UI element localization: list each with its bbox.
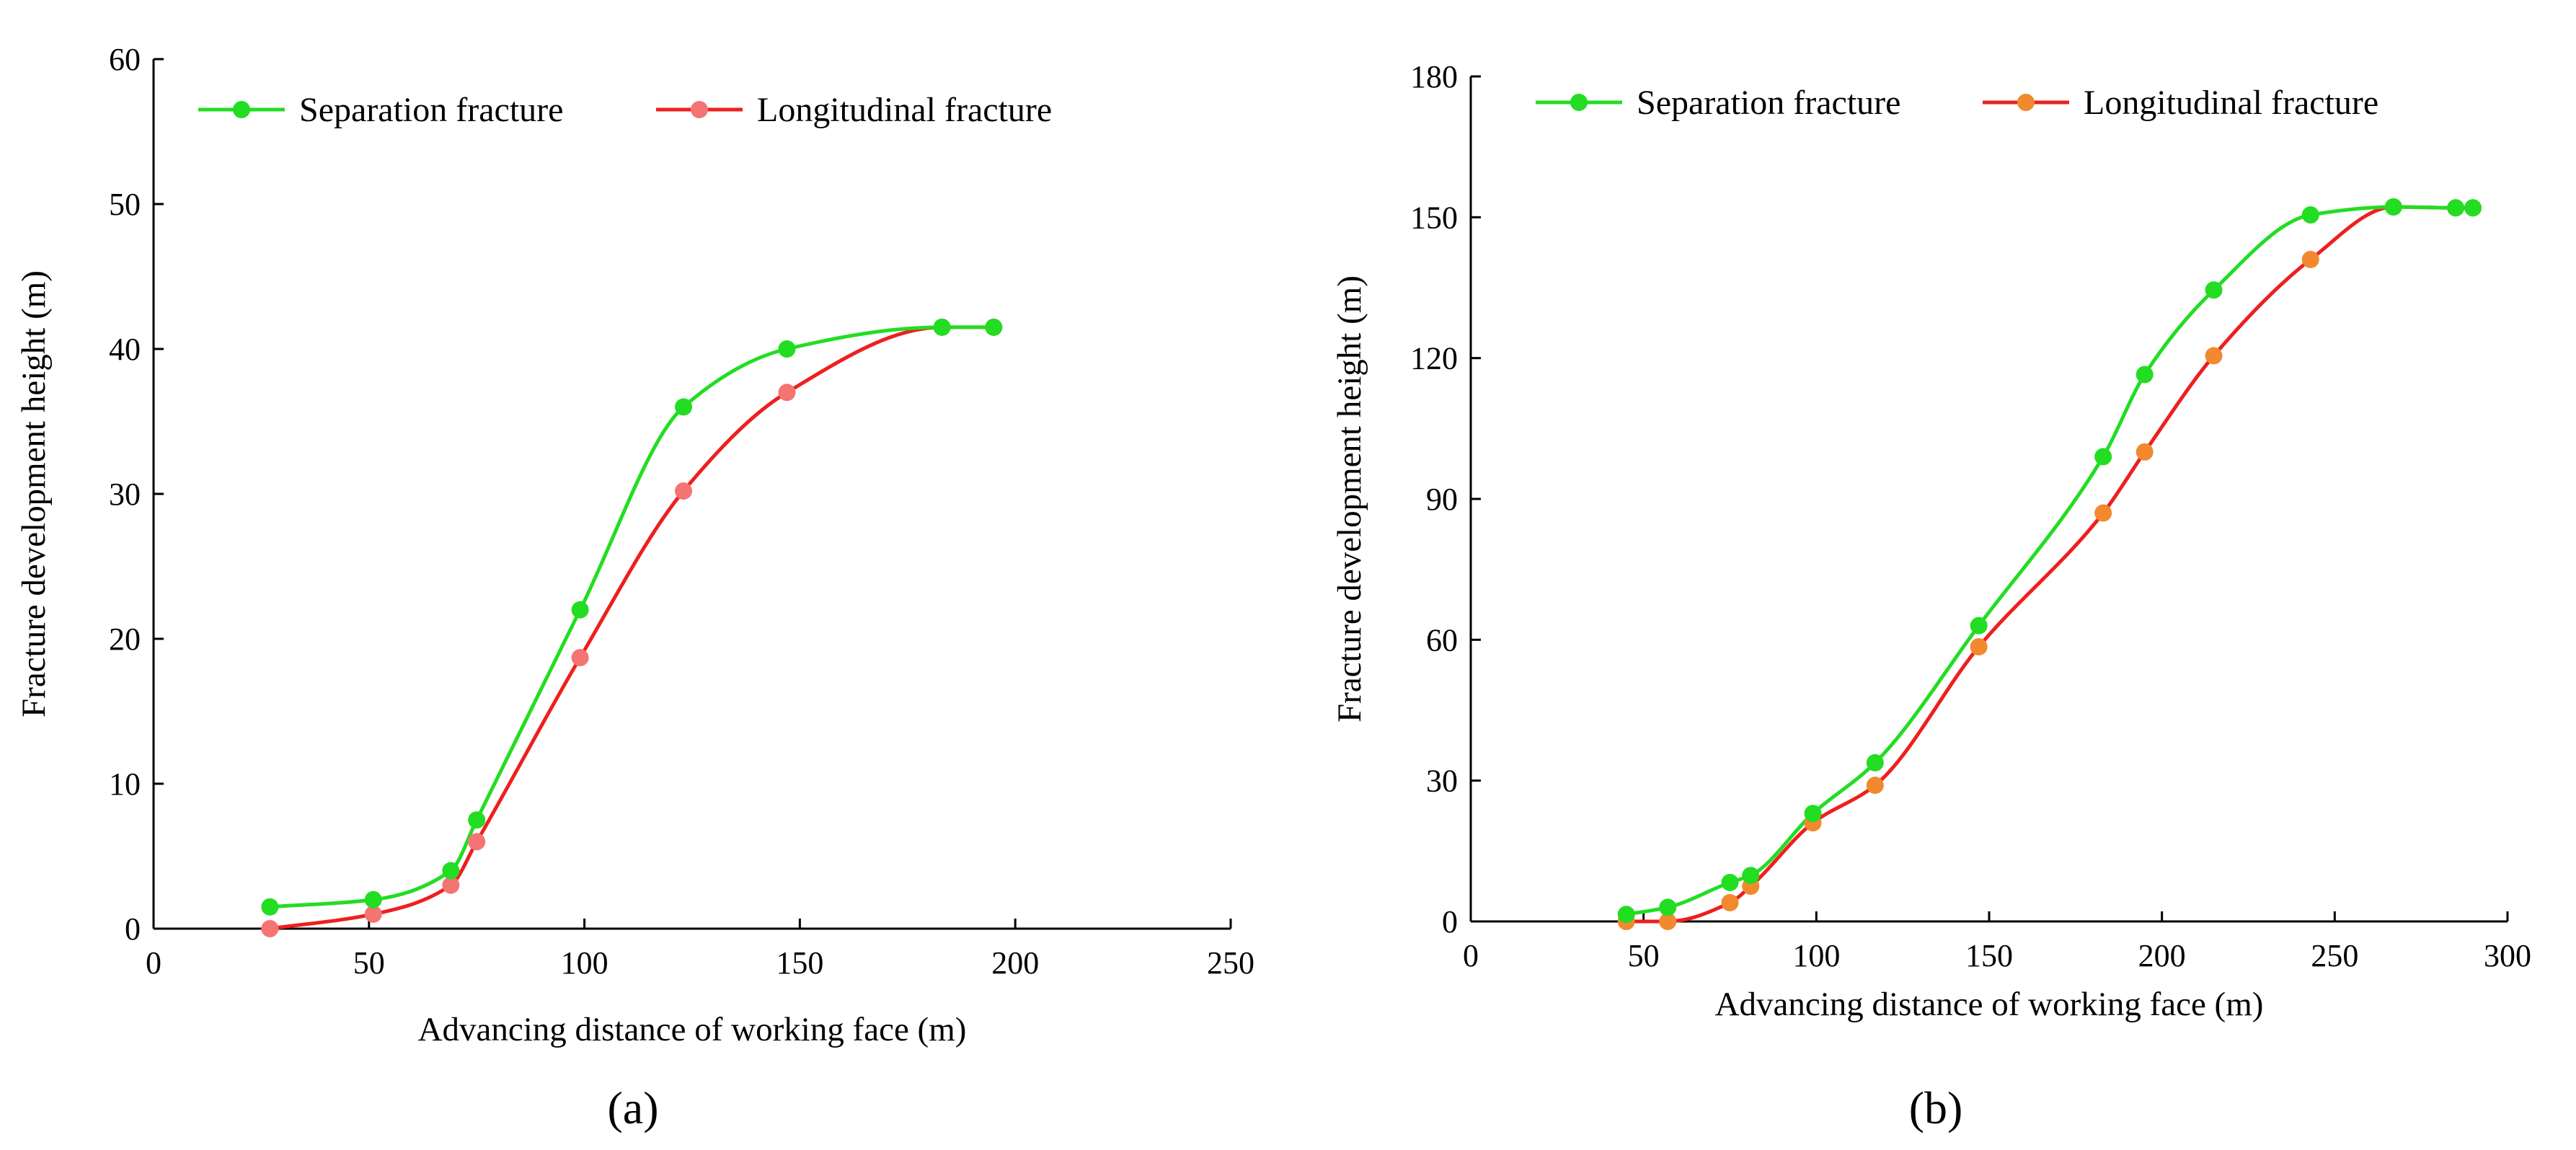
data-point-b-longitudinal-8 xyxy=(2135,443,2154,461)
data-point-a-separation-2 xyxy=(442,862,460,880)
y-tick-label-b: 30 xyxy=(1426,764,1458,799)
x-tick-label-b: 100 xyxy=(1792,938,1840,973)
y-tick-label-a: 10 xyxy=(109,766,141,802)
series-line-a-separation xyxy=(267,325,996,909)
data-point-a-separation-0 xyxy=(261,898,279,916)
data-point-b-longitudinal-1 xyxy=(1659,913,1677,930)
series-line-b-separation xyxy=(1624,205,2475,916)
data-point-b-separation-6 xyxy=(1970,616,1988,634)
legend-entry-b-0: Separation fracture xyxy=(1536,84,1900,122)
data-point-a-separation-3 xyxy=(468,811,486,829)
data-point-a-separation-8 xyxy=(985,318,1003,336)
data-point-b-separation-12 xyxy=(2447,199,2465,217)
y-axis-title-b: Fracture development height (m) xyxy=(1331,275,1368,722)
data-point-a-longitudinal-6 xyxy=(778,384,796,402)
legend-entry-a-1: Longitudinal fracture xyxy=(656,91,1052,129)
x-tick-label-b: 0 xyxy=(1463,938,1479,973)
panel-label-b: (b) xyxy=(1909,1082,1963,1133)
chart-panel-a: 0 10 20 30 40 50 60 0 50 100 150 200 250 Advancing di… xyxy=(15,42,1254,1133)
y-tick-label-a: 0 xyxy=(125,911,141,947)
data-point-b-longitudinal-9 xyxy=(2205,347,2223,365)
legend-label-a-1: Longitudinal fracture xyxy=(757,91,1052,129)
y-axis-title-a: Fracture development height (m) xyxy=(15,270,53,717)
legend-marker-a-0 xyxy=(233,101,250,118)
data-point-a-longitudinal-1 xyxy=(364,905,382,923)
data-point-b-longitudinal-5 xyxy=(1866,777,1884,795)
legend-label-b-0: Separation fracture xyxy=(1637,84,1900,122)
data-point-b-separation-2 xyxy=(1721,873,1739,891)
legend-entry-b-1: Longitudinal fracture xyxy=(1983,84,2378,122)
data-point-b-longitudinal-6 xyxy=(1970,638,1988,656)
data-point-a-longitudinal-2 xyxy=(442,876,460,894)
data-point-a-separation-5 xyxy=(675,398,693,416)
data-point-b-separation-7 xyxy=(2094,448,2112,466)
data-point-b-separation-9 xyxy=(2205,281,2223,299)
data-point-b-longitudinal-10 xyxy=(2301,250,2319,268)
series-line-a-longitudinal xyxy=(267,325,996,931)
panel-label-a: (a) xyxy=(607,1082,658,1133)
y-tick-label-b: 120 xyxy=(1410,341,1458,376)
data-point-b-longitudinal-2 xyxy=(1721,893,1739,911)
x-tick-label-b: 250 xyxy=(2311,938,2358,973)
x-tick-label-b: 300 xyxy=(2484,938,2531,973)
data-point-a-longitudinal-0 xyxy=(261,920,279,937)
y-tick-label-b: 90 xyxy=(1426,482,1458,517)
data-point-a-longitudinal-3 xyxy=(468,833,486,851)
chart-panel-b: 0 30 60 90 120 150 180 0 50 100 150 200 250 300 Advanc… xyxy=(1331,59,2531,1133)
y-tick-label-a: 30 xyxy=(109,477,141,512)
y-tick-label-b: 150 xyxy=(1410,200,1458,235)
data-point-b-separation-1 xyxy=(1659,898,1677,916)
y-tick-label-a: 20 xyxy=(109,622,141,657)
y-tick-label-a: 40 xyxy=(109,332,141,367)
y-tick-label-b: 180 xyxy=(1410,59,1458,94)
x-tick-label-b: 50 xyxy=(1628,938,1660,973)
legend-marker-b-1 xyxy=(2017,94,2035,111)
x-tick-label-a: 250 xyxy=(1207,945,1254,981)
x-tick-label-a: 100 xyxy=(561,945,608,981)
legend-label-b-1: Longitudinal fracture xyxy=(2084,84,2378,122)
data-point-b-separation-11 xyxy=(2384,198,2402,216)
legend-entry-a-0: Separation fracture xyxy=(198,91,563,129)
legend-label-a-0: Separation fracture xyxy=(299,91,563,129)
x-tick-label-b: 150 xyxy=(1965,938,2013,973)
x-tick-label-b: 200 xyxy=(2138,938,2186,973)
series-line-b-longitudinal xyxy=(1624,205,2475,924)
y-tick-label-a: 50 xyxy=(109,187,141,222)
x-tick-label-a: 200 xyxy=(991,945,1039,981)
data-point-b-separation-3 xyxy=(1742,867,1760,885)
legend-marker-a-1 xyxy=(691,101,708,118)
data-point-a-longitudinal-4 xyxy=(571,649,589,667)
x-tick-label-a: 0 xyxy=(146,945,161,981)
y-tick-label-b: 60 xyxy=(1426,622,1458,658)
data-point-a-separation-6 xyxy=(778,340,796,358)
x-axis-title-a: Advancing distance of working face (m) xyxy=(418,1011,967,1048)
data-point-a-separation-4 xyxy=(571,601,589,619)
data-point-b-separation-4 xyxy=(1804,805,1822,823)
data-point-a-separation-1 xyxy=(364,890,382,908)
data-point-b-separation-13 xyxy=(2464,199,2482,217)
legend-marker-b-0 xyxy=(1570,94,1588,111)
data-point-a-separation-7 xyxy=(933,318,951,336)
data-point-b-separation-10 xyxy=(2301,206,2319,224)
y-tick-label-b: 0 xyxy=(1442,904,1458,939)
x-tick-label-a: 50 xyxy=(353,945,385,981)
data-point-b-longitudinal-7 xyxy=(2094,504,2112,522)
y-tick-label-a: 60 xyxy=(109,42,141,77)
data-point-a-longitudinal-5 xyxy=(675,482,693,500)
x-axis-title-b: Advancing distance of working face (m) xyxy=(1715,986,2264,1023)
data-point-b-separation-0 xyxy=(1617,906,1635,924)
data-point-b-separation-8 xyxy=(2135,366,2154,384)
x-tick-label-a: 150 xyxy=(776,945,823,981)
data-point-b-separation-5 xyxy=(1866,753,1884,771)
